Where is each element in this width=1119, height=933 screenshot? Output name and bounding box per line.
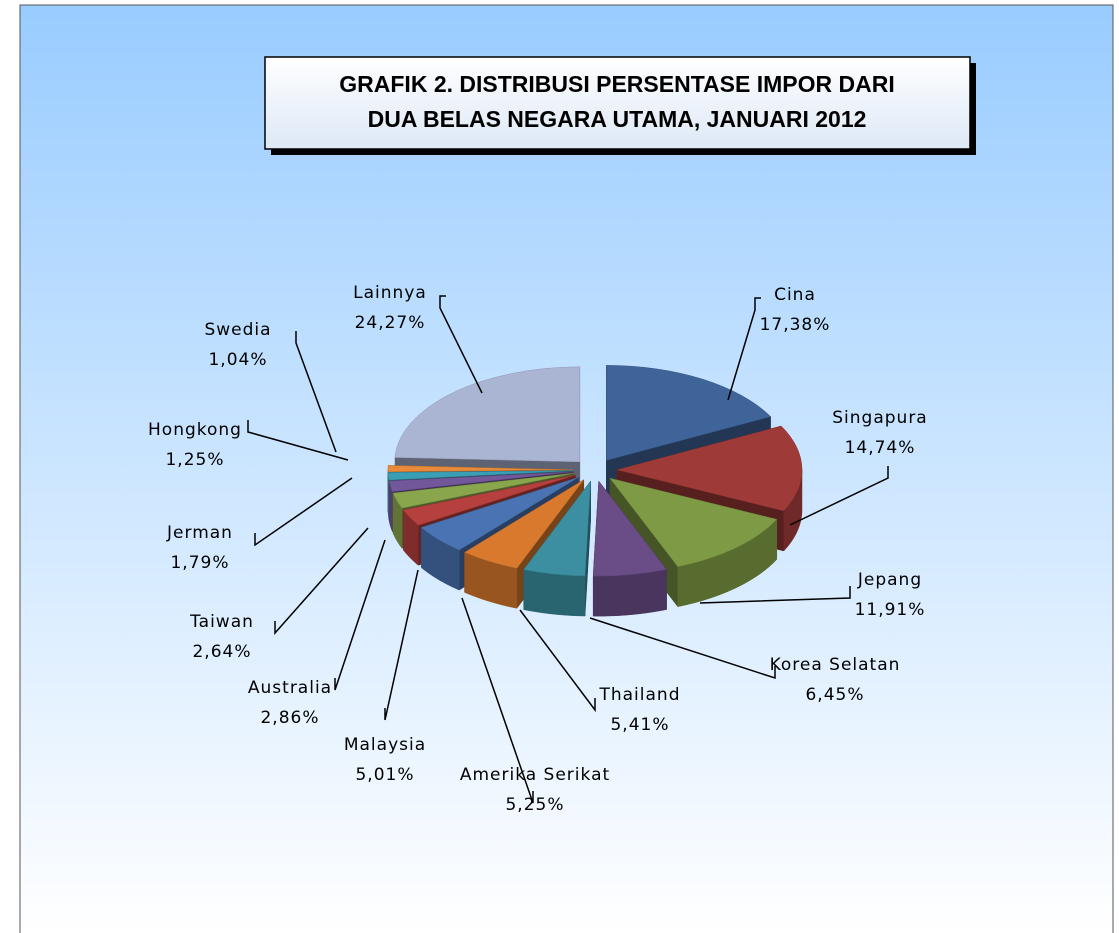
slice — [609, 477, 778, 567]
value-label: 5,01% — [355, 765, 414, 785]
leader-line — [334, 539, 386, 691]
slice — [616, 425, 803, 512]
category-label: Australia — [248, 678, 332, 698]
leader-line — [254, 477, 353, 547]
leader-line — [727, 297, 761, 401]
category-label: Lainnya — [353, 283, 427, 303]
category-label: Jepang — [857, 570, 922, 590]
category-label: Singapura — [832, 408, 927, 428]
slice — [392, 473, 574, 509]
slice — [387, 470, 574, 481]
slice — [606, 365, 772, 461]
pie — [387, 365, 803, 617]
slice — [394, 366, 581, 463]
leader-line — [439, 295, 483, 394]
leader-line — [699, 586, 851, 604]
slice-group — [523, 480, 591, 617]
slice — [420, 477, 579, 551]
title-box — [264, 56, 971, 150]
slice — [388, 471, 574, 492]
category-label: Thailand — [598, 685, 680, 705]
category-label: Korea Selatan — [770, 655, 901, 675]
category-label: Hongkong — [148, 420, 242, 440]
slice — [523, 480, 591, 577]
value-label: 6,45% — [805, 685, 864, 705]
value-label: 5,25% — [505, 795, 564, 815]
category-label: Jerman — [166, 523, 233, 543]
leader-line — [519, 609, 596, 713]
leader-line — [461, 597, 534, 804]
value-label: 11,91% — [855, 600, 926, 620]
slice — [402, 474, 576, 526]
value-label: 2,86% — [260, 708, 319, 728]
value-label: 24,27% — [355, 313, 426, 333]
value-label: 1,04% — [208, 350, 267, 370]
value-label: 2,64% — [192, 642, 251, 662]
value-label: 14,74% — [845, 438, 916, 458]
leader-line — [295, 331, 337, 453]
value-label: 17,38% — [760, 315, 831, 335]
leader-line — [589, 617, 776, 680]
value-label: 1,25% — [165, 450, 224, 470]
slice-side — [523, 569, 586, 617]
leader-line — [789, 466, 889, 526]
slice — [464, 479, 584, 569]
leader-line — [247, 420, 349, 461]
category-label: Swedia — [204, 320, 271, 340]
category-label: Cina — [774, 285, 816, 305]
leader-line — [384, 569, 419, 721]
leader-line — [274, 527, 369, 635]
category-label: Amerika Serikat — [460, 765, 610, 785]
value-label: 1,79% — [170, 553, 229, 573]
value-label: 5,41% — [610, 715, 669, 735]
slice-group — [592, 480, 667, 617]
slice-side — [592, 569, 667, 617]
chart-title: GRAFIK 2. DISTRIBUSI PERSENTASE IMPOR DA… — [339, 71, 894, 97]
chart-title: DUA BELAS NEGARA UTAMA, JANUARI 2012 — [368, 106, 867, 132]
category-label: Taiwan — [189, 612, 254, 632]
slice — [387, 465, 574, 472]
slice — [592, 480, 667, 577]
category-label: Malaysia — [344, 735, 426, 755]
